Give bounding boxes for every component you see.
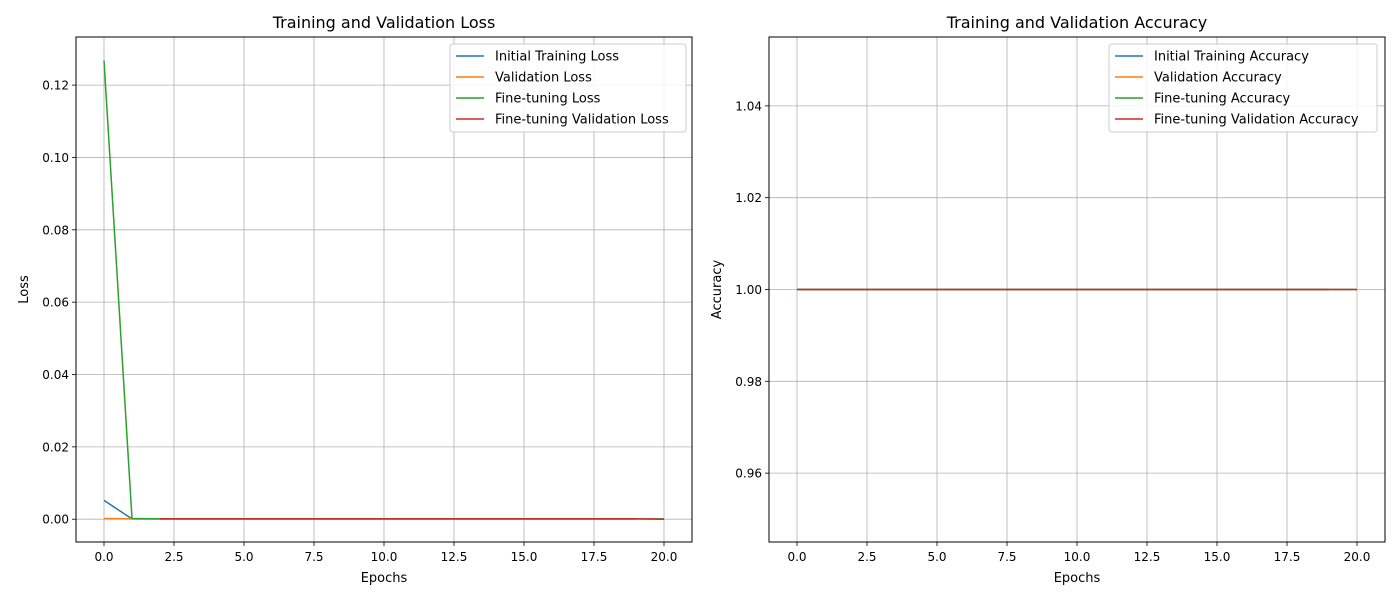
x-tick-label: 12.5 <box>1134 550 1161 564</box>
y-tick-label: 0.96 <box>735 467 762 481</box>
chart-title: Training and Validation Accuracy <box>946 13 1208 32</box>
legend-label: Fine-tuning Accuracy <box>1154 92 1291 107</box>
y-tick-label: 0.00 <box>42 513 69 527</box>
legend-label: Fine-tuning Loss <box>495 92 601 107</box>
x-tick-label: 20.0 <box>651 550 678 564</box>
y-ticks: 0.00 0.02 0.04 0.06 0.08 0.10 0.12 <box>42 79 76 527</box>
chart-title: Training and Validation Loss <box>272 13 496 32</box>
y-tick-label: 0.10 <box>42 151 69 165</box>
legend-label: Fine-tuning Validation Loss <box>495 113 669 128</box>
accuracy-chart: 0.0 2.5 5.0 7.5 10.0 12.5 15.0 17.5 20.0 0.96 0.98… <box>710 13 1385 586</box>
y-tick-label: 1.02 <box>735 191 762 205</box>
x-tick-label: 10.0 <box>1064 550 1091 564</box>
series-line-initial-training-loss <box>104 500 636 518</box>
x-tick-label: 20.0 <box>1344 550 1371 564</box>
legend-label: Fine-tuning Validation Accuracy <box>1154 113 1359 128</box>
legend: Initial Training Accuracy Validation Accu… <box>1109 44 1377 132</box>
x-axis-label: Epochs <box>361 571 408 586</box>
x-tick-label: 7.5 <box>997 550 1016 564</box>
y-axis-label: Accuracy <box>710 260 725 320</box>
x-tick-label: 0.0 <box>787 550 806 564</box>
x-tick-label: 7.5 <box>304 550 323 564</box>
legend: Initial Training Loss Validation Loss Fine… <box>450 44 686 132</box>
x-tick-label: 2.5 <box>164 550 183 564</box>
x-ticks: 0.0 2.5 5.0 7.5 10.0 12.5 15.0 17.5 20.0 <box>94 542 677 564</box>
x-tick-label: 5.0 <box>927 550 946 564</box>
legend-label: Validation Accuracy <box>1154 71 1282 86</box>
y-tick-label: 0.98 <box>735 375 762 389</box>
legend-label: Initial Training Accuracy <box>1154 50 1309 65</box>
y-axis-label: Loss <box>17 275 32 304</box>
x-tick-label: 17.5 <box>581 550 608 564</box>
x-axis-label: Epochs <box>1054 571 1101 586</box>
y-tick-label: 1.04 <box>735 99 762 113</box>
y-tick-label: 0.08 <box>42 223 69 237</box>
x-tick-label: 0.0 <box>94 550 113 564</box>
legend-label: Initial Training Loss <box>495 50 619 65</box>
x-tick-label: 15.0 <box>1204 550 1231 564</box>
y-ticks: 0.96 0.98 1.00 1.02 1.04 <box>735 99 769 480</box>
x-tick-label: 10.0 <box>371 550 398 564</box>
y-tick-label: 1.00 <box>735 283 762 297</box>
x-tick-label: 2.5 <box>857 550 876 564</box>
y-tick-label: 0.06 <box>42 296 69 310</box>
y-tick-label: 0.02 <box>42 440 69 454</box>
y-tick-label: 0.04 <box>42 368 69 382</box>
x-tick-label: 5.0 <box>234 550 253 564</box>
legend-label: Validation Loss <box>495 71 592 86</box>
x-tick-label: 17.5 <box>1274 550 1301 564</box>
x-ticks: 0.0 2.5 5.0 7.5 10.0 12.5 15.0 17.5 20.0 <box>787 542 1370 564</box>
x-tick-label: 12.5 <box>441 550 468 564</box>
y-tick-label: 0.12 <box>42 79 69 93</box>
x-tick-label: 15.0 <box>511 550 538 564</box>
loss-chart: 0.0 2.5 5.0 7.5 10.0 12.5 15.0 17.5 20.0 0.00 0.02… <box>17 13 692 586</box>
